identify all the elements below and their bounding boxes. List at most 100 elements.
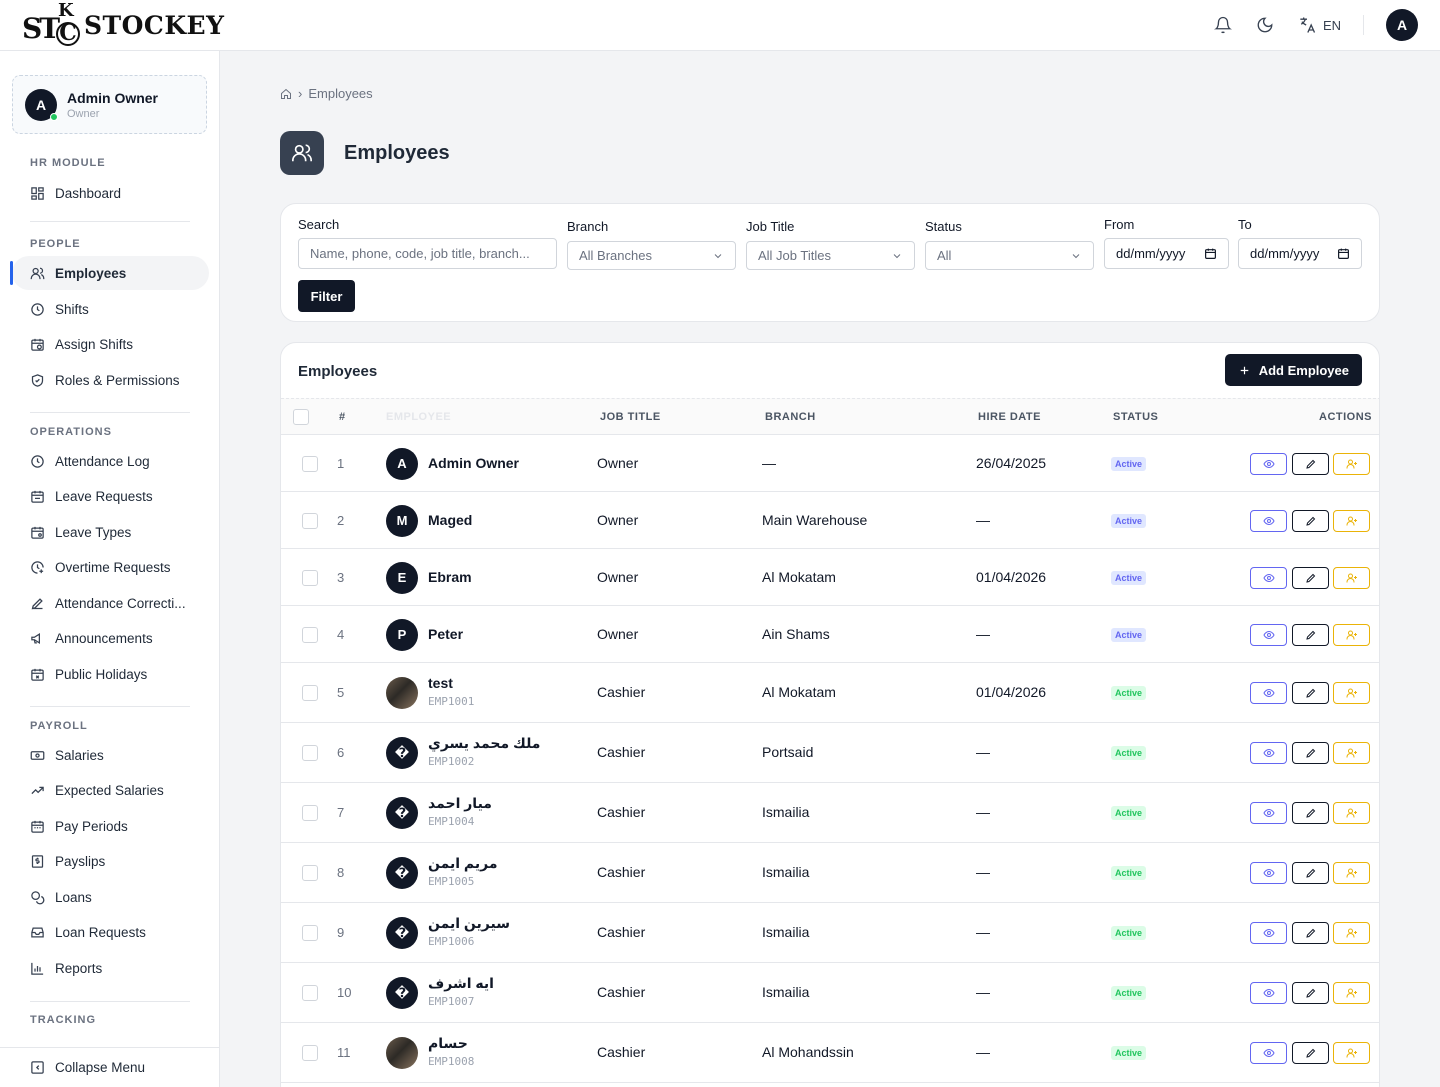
table-row[interactable]: 3 E Ebram Owner Al Mokatam 01/04/2026 Active bbox=[281, 549, 1379, 606]
table-row[interactable]: 11 حسام EMP1008 Cashier Al Mohandssin — Active bbox=[281, 1023, 1379, 1083]
sidebar-item-attendance-corrections[interactable]: Attendance Correcti... bbox=[12, 586, 209, 620]
sidebar-item-assign-shifts[interactable]: Assign Shifts bbox=[12, 327, 209, 361]
edit-button[interactable] bbox=[1292, 566, 1329, 589]
view-button[interactable] bbox=[1250, 982, 1287, 1004]
sidebar-item-overtime-requests[interactable]: Overtime Requests bbox=[12, 550, 209, 584]
assign-user-button[interactable] bbox=[1333, 742, 1370, 764]
view-button[interactable] bbox=[1250, 509, 1287, 532]
row-checkbox[interactable] bbox=[302, 985, 318, 1001]
row-checkbox[interactable] bbox=[302, 745, 318, 761]
logo[interactable]: ST K C STOCKEY bbox=[22, 0, 224, 48]
column-job-title[interactable]: JOB TITLE bbox=[600, 411, 661, 423]
sidebar-item-loans[interactable]: Loans bbox=[12, 880, 209, 914]
view-button[interactable] bbox=[1250, 1042, 1287, 1064]
employee-name[interactable]: حسام bbox=[428, 1035, 468, 1051]
sidebar-item-public-holidays[interactable]: Public Holidays bbox=[12, 657, 209, 691]
table-row[interactable]: 9 � سيرين ايمن EMP1006 Cashier Ismailia — Activ… bbox=[281, 903, 1379, 963]
assign-user-button[interactable] bbox=[1333, 623, 1370, 646]
view-button[interactable] bbox=[1250, 862, 1287, 884]
branch-select[interactable]: All Branches bbox=[567, 241, 736, 270]
moon-icon[interactable] bbox=[1255, 15, 1275, 35]
sidebar-item-expected-salaries[interactable]: Expected Salaries bbox=[12, 773, 209, 807]
assign-user-button[interactable] bbox=[1333, 566, 1370, 589]
employee-name[interactable]: Admin Owner bbox=[428, 454, 520, 471]
employee-name[interactable]: test bbox=[428, 675, 453, 691]
sidebar-item-employees[interactable]: Employees bbox=[10, 256, 209, 290]
table-row[interactable]: 4 P Peter Owner Ain Shams — Active bbox=[281, 606, 1379, 663]
table-row[interactable]: 10 � ايه اشرف EMP1007 Cashier Ismailia — Active bbox=[281, 963, 1379, 1023]
view-button[interactable] bbox=[1250, 922, 1287, 944]
assign-user-button[interactable] bbox=[1333, 922, 1370, 944]
assign-user-button[interactable] bbox=[1333, 802, 1370, 824]
sidebar-item-payslips[interactable]: Payslips bbox=[12, 844, 209, 878]
view-button[interactable] bbox=[1250, 452, 1287, 475]
view-button[interactable] bbox=[1250, 623, 1287, 646]
select-all-checkbox[interactable] bbox=[293, 409, 309, 425]
row-checkbox[interactable] bbox=[302, 805, 318, 821]
row-checkbox[interactable] bbox=[302, 569, 318, 586]
assign-user-button[interactable] bbox=[1333, 862, 1370, 884]
employee-name[interactable]: Maged bbox=[428, 511, 473, 528]
edit-button[interactable] bbox=[1292, 922, 1329, 944]
table-row[interactable]: 1 A Admin Owner Owner — 26/04/2025 Active bbox=[281, 435, 1379, 492]
search-input[interactable]: Name, phone, code, job title, branch... bbox=[298, 238, 557, 269]
bell-icon[interactable] bbox=[1213, 15, 1233, 35]
sidebar-item-leave-requests[interactable]: Leave Requests bbox=[12, 479, 209, 513]
user-avatar[interactable]: A bbox=[1386, 9, 1418, 41]
home-icon[interactable] bbox=[280, 88, 292, 100]
row-checkbox[interactable] bbox=[302, 1045, 318, 1061]
employee-name[interactable]: ايه اشرف bbox=[428, 975, 494, 991]
row-checkbox[interactable] bbox=[302, 512, 318, 529]
collapse-menu-button[interactable]: Collapse Menu bbox=[0, 1047, 219, 1087]
table-row[interactable]: 7 � ميار احمد EMP1004 Cashier Ismailia — Active bbox=[281, 783, 1379, 843]
employee-name[interactable]: Ebram bbox=[428, 568, 472, 585]
status-select[interactable]: All bbox=[925, 241, 1094, 270]
assign-user-button[interactable] bbox=[1333, 682, 1370, 704]
assign-user-button[interactable] bbox=[1333, 509, 1370, 532]
sidebar-item-announcements[interactable]: Announcements bbox=[12, 621, 209, 655]
edit-button[interactable] bbox=[1292, 682, 1329, 704]
table-row[interactable]: 8 � مريم ايمن EMP1005 Cashier Ismailia — Active bbox=[281, 843, 1379, 903]
employee-name[interactable]: ملك محمد يسري bbox=[428, 735, 541, 751]
edit-button[interactable] bbox=[1292, 623, 1329, 646]
add-employee-button[interactable]: Add Employee bbox=[1224, 354, 1362, 386]
row-checkbox[interactable] bbox=[302, 925, 318, 941]
assign-user-button[interactable] bbox=[1333, 1042, 1370, 1064]
employee-name[interactable]: سيرين ايمن bbox=[428, 915, 510, 931]
edit-button[interactable] bbox=[1292, 982, 1329, 1004]
edit-button[interactable] bbox=[1292, 802, 1329, 824]
table-row[interactable]: 6 � ملك محمد يسري EMP1002 Cashier Portsaid — Ac… bbox=[281, 723, 1379, 783]
table-row[interactable]: 2 M Maged Owner Main Warehouse — Active bbox=[281, 492, 1379, 549]
sidebar-item-reports[interactable]: Reports bbox=[12, 951, 209, 985]
row-checkbox[interactable] bbox=[302, 865, 318, 881]
edit-button[interactable] bbox=[1292, 742, 1329, 764]
assign-user-button[interactable] bbox=[1333, 452, 1370, 475]
sidebar-item-leave-types[interactable]: Leave Types bbox=[12, 515, 209, 549]
row-checkbox[interactable] bbox=[302, 455, 318, 472]
from-date-input[interactable]: dd/mm/yyyy bbox=[1104, 238, 1229, 269]
profile-card[interactable]: A Admin Owner Owner bbox=[12, 75, 207, 134]
column-branch[interactable]: BRANCH bbox=[765, 411, 816, 423]
edit-button[interactable] bbox=[1292, 452, 1329, 475]
sidebar-item-shifts[interactable]: Shifts bbox=[12, 292, 209, 326]
row-checkbox[interactable] bbox=[302, 626, 318, 643]
edit-button[interactable] bbox=[1292, 862, 1329, 884]
to-date-input[interactable]: dd/mm/yyyy bbox=[1238, 238, 1362, 269]
column-employee[interactable]: EMPLOYEE bbox=[386, 411, 452, 423]
column-status[interactable]: STATUS bbox=[1113, 411, 1159, 423]
row-checkbox[interactable] bbox=[302, 685, 318, 701]
sidebar-item-pay-periods[interactable]: Pay Periods bbox=[12, 809, 209, 843]
employee-name[interactable]: ميار احمد bbox=[428, 795, 492, 811]
language-switch[interactable]: EN bbox=[1297, 15, 1341, 35]
assign-user-button[interactable] bbox=[1333, 982, 1370, 1004]
employee-name[interactable]: مريم ايمن bbox=[428, 855, 498, 871]
view-button[interactable] bbox=[1250, 682, 1287, 704]
filter-button[interactable]: Filter bbox=[298, 280, 355, 312]
sidebar-item-dashboard[interactable]: Dashboard bbox=[12, 176, 209, 210]
sidebar-item-loan-requests[interactable]: Loan Requests bbox=[12, 915, 209, 949]
table-row[interactable]: 5 test EMP1001 Cashier Al Mokatam 01/04/2026 A… bbox=[281, 663, 1379, 723]
view-button[interactable] bbox=[1250, 566, 1287, 589]
edit-button[interactable] bbox=[1292, 1042, 1329, 1064]
employee-name[interactable]: Peter bbox=[428, 625, 464, 642]
sidebar-item-salaries[interactable]: Salaries bbox=[12, 738, 209, 772]
